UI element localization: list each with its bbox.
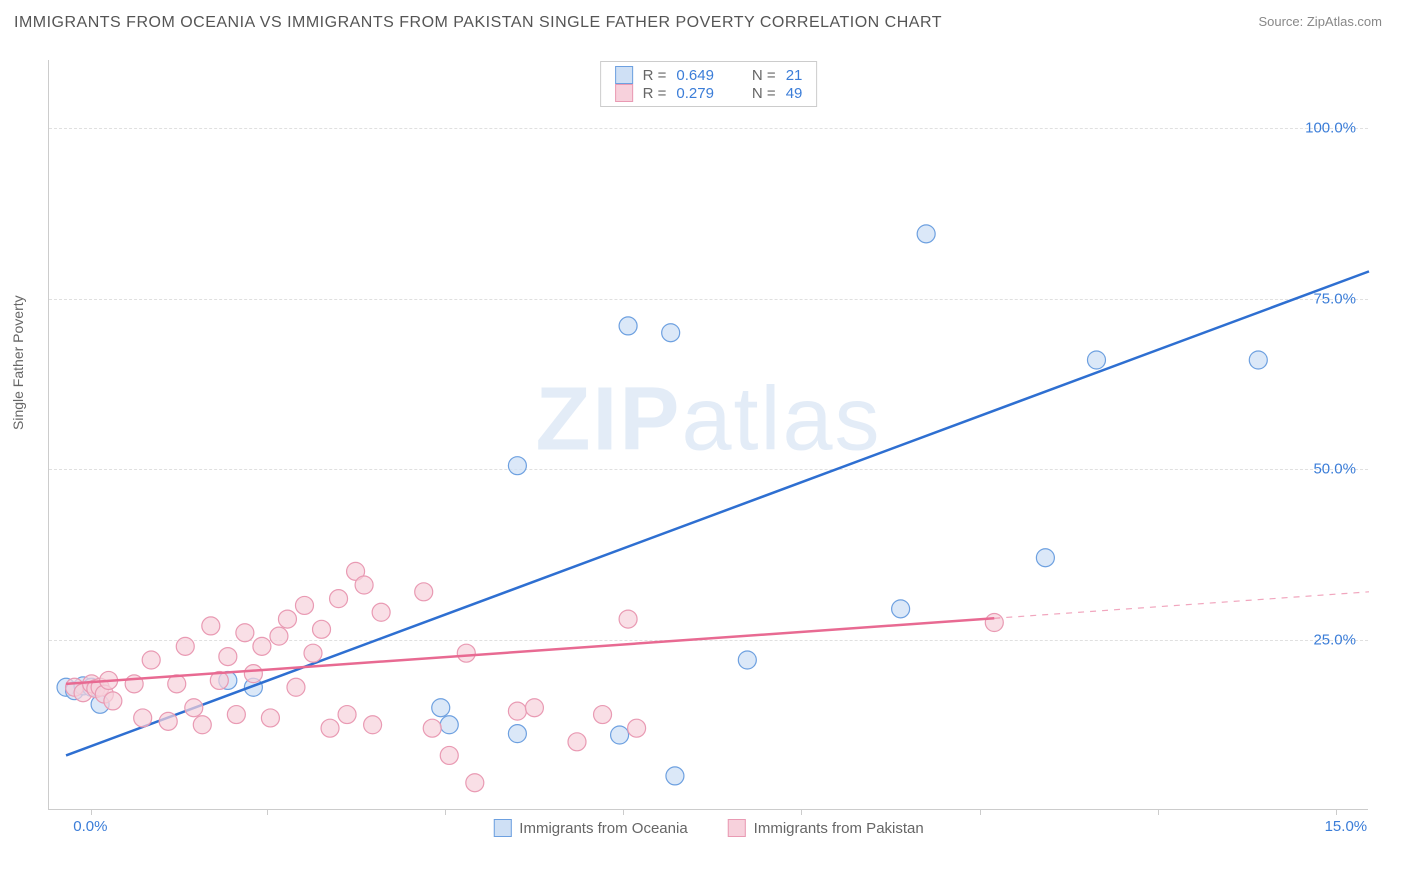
source-credit: Source: ZipAtlas.com (1258, 14, 1382, 29)
scatter-plot (49, 60, 1368, 809)
source-link[interactable]: ZipAtlas.com (1307, 14, 1382, 29)
x-tick-label: 15.0% (1325, 818, 1368, 835)
x-tick-mark (980, 809, 981, 815)
scatter-point (611, 726, 629, 744)
legend-swatch (493, 819, 511, 837)
scatter-point (338, 706, 356, 724)
scatter-point (193, 716, 211, 734)
scatter-point (270, 627, 288, 645)
scatter-point (628, 719, 646, 737)
scatter-point (261, 709, 279, 727)
legend-swatch (615, 66, 633, 84)
legend-row: R = 0.279 N = 49 (615, 84, 803, 102)
scatter-point (355, 576, 373, 594)
scatter-point (415, 583, 433, 601)
legend-swatch (615, 84, 633, 102)
scatter-point (432, 699, 450, 717)
scatter-point (738, 651, 756, 669)
legend-label: Immigrants from Oceania (519, 820, 687, 837)
trend-line-extrapolated (994, 592, 1369, 618)
scatter-point (330, 590, 348, 608)
x-tick-mark (623, 809, 624, 815)
scatter-point (508, 725, 526, 743)
scatter-point (619, 610, 637, 628)
source-label: Source: (1258, 14, 1306, 29)
scatter-point (594, 706, 612, 724)
scatter-point (202, 617, 220, 635)
scatter-point (295, 596, 313, 614)
correlation-legend: R = 0.649 N = 21 R = 0.279 N = 49 (600, 61, 818, 107)
scatter-point (313, 620, 331, 638)
scatter-point (364, 716, 382, 734)
scatter-point (440, 746, 458, 764)
scatter-point (508, 702, 526, 720)
x-tick-mark (1336, 809, 1337, 815)
scatter-point (466, 774, 484, 792)
legend-item: Immigrants from Oceania (493, 819, 687, 837)
scatter-point (278, 610, 296, 628)
legend-swatch (728, 819, 746, 837)
scatter-point (219, 648, 237, 666)
x-tick-mark (445, 809, 446, 815)
n-label: N = (752, 85, 776, 102)
scatter-point (227, 706, 245, 724)
r-label: R = (643, 85, 667, 102)
scatter-point (457, 644, 475, 662)
n-value: 21 (786, 67, 803, 84)
x-tick-mark (91, 809, 92, 815)
scatter-point (142, 651, 160, 669)
legend-label: Immigrants from Pakistan (754, 820, 924, 837)
x-tick-mark (1158, 809, 1159, 815)
x-tick-mark (267, 809, 268, 815)
scatter-point (236, 624, 254, 642)
trend-line (66, 271, 1369, 755)
x-tick-label: 0.0% (73, 818, 107, 835)
scatter-point (423, 719, 441, 737)
scatter-point (185, 699, 203, 717)
legend-item: Immigrants from Pakistan (728, 819, 924, 837)
scatter-point (304, 644, 322, 662)
x-tick-mark (801, 809, 802, 815)
scatter-point (321, 719, 339, 737)
chart-area: ZIPatlas R =0.649N =21R =0.279N =49 Immi… (48, 60, 1368, 810)
scatter-point (568, 733, 586, 751)
r-value: 0.279 (676, 85, 714, 102)
scatter-point (287, 678, 305, 696)
scatter-point (244, 665, 262, 683)
scatter-point (892, 600, 910, 618)
n-label: N = (752, 67, 776, 84)
scatter-point (917, 225, 935, 243)
scatter-point (159, 712, 177, 730)
legend-row: R = 0.649 N = 21 (615, 66, 803, 84)
r-value: 0.649 (676, 67, 714, 84)
scatter-point (176, 637, 194, 655)
scatter-point (619, 317, 637, 335)
scatter-point (440, 716, 458, 734)
scatter-point (508, 457, 526, 475)
scatter-point (1249, 351, 1267, 369)
scatter-point (134, 709, 152, 727)
scatter-point (372, 603, 390, 621)
scatter-point (1036, 549, 1054, 567)
scatter-point (666, 767, 684, 785)
scatter-point (662, 324, 680, 342)
series-legend: Immigrants from Oceania Immigrants from P… (493, 819, 923, 837)
scatter-point (253, 637, 271, 655)
n-value: 49 (786, 85, 803, 102)
y-axis-label: Single Father Poverty (10, 295, 26, 430)
scatter-point (104, 692, 122, 710)
r-label: R = (643, 67, 667, 84)
scatter-point (525, 699, 543, 717)
scatter-point (985, 614, 1003, 632)
page-title: IMMIGRANTS FROM OCEANIA VS IMMIGRANTS FR… (14, 14, 942, 32)
scatter-point (1087, 351, 1105, 369)
